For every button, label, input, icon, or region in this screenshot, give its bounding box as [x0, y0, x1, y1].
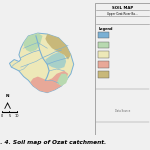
Text: Data Source: Data Source [115, 109, 130, 113]
Polygon shape [24, 33, 43, 52]
Bar [98, 61, 109, 68]
Polygon shape [45, 34, 71, 60]
Text: Fig. 4. Soil map of Ozat catchment.: Fig. 4. Soil map of Ozat catchment. [0, 140, 106, 145]
Text: 0: 0 [1, 114, 3, 118]
Text: Legend: Legend [99, 27, 113, 31]
Bar [98, 42, 109, 48]
Bar [98, 71, 109, 78]
Text: 5: 5 [8, 114, 11, 118]
Text: 10: 10 [15, 114, 19, 118]
Text: N: N [6, 94, 9, 98]
Polygon shape [57, 74, 68, 86]
Bar [98, 51, 109, 58]
Text: SOIL MAP: SOIL MAP [112, 6, 133, 10]
Text: Upper Ozat River Ba...: Upper Ozat River Ba... [107, 12, 138, 16]
Polygon shape [30, 71, 68, 93]
Polygon shape [45, 52, 66, 69]
Polygon shape [9, 33, 74, 93]
Bar [98, 32, 109, 38]
